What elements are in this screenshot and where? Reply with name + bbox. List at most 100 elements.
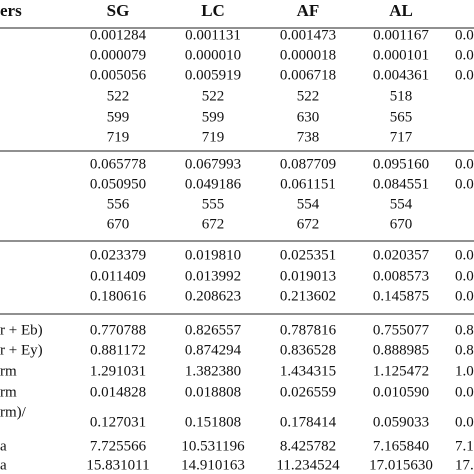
cell: 0.011409 — [90, 268, 146, 284]
cell: 0.084551 — [373, 176, 429, 192]
cell: 0.787816 — [280, 322, 337, 338]
cell: 0.001473 — [280, 27, 336, 43]
cell: 672 — [202, 216, 225, 232]
cell: 0.874294 — [185, 342, 242, 358]
cell: 717 — [390, 129, 413, 145]
cell: 0.026559 — [280, 384, 336, 400]
cell: 0.059033 — [373, 414, 429, 430]
cell: 0.0 — [455, 268, 474, 284]
cell: 0.000010 — [185, 47, 241, 63]
cell: 0.001167 — [373, 27, 429, 43]
cell: 0.145875 — [373, 288, 429, 304]
cell: 0.0 — [455, 156, 474, 172]
cell: 17.0 — [455, 457, 474, 473]
cell: 7.1 — [455, 438, 474, 454]
cell: 0.013992 — [185, 268, 241, 284]
cell: 15.831011 — [86, 457, 149, 473]
cell: 0.067993 — [185, 156, 241, 172]
cell: 0.127031 — [90, 414, 146, 430]
cell: 0.881172 — [90, 342, 146, 358]
header-cell: SG — [107, 1, 130, 20]
cell: 556 — [107, 196, 130, 212]
cell: 0.178414 — [280, 414, 337, 430]
cell: 1.434315 — [280, 363, 336, 379]
cell: 0.208623 — [185, 288, 241, 304]
cell: 0.049186 — [185, 176, 242, 192]
cell: 0.826557 — [185, 322, 242, 338]
cell: 0.000101 — [373, 47, 429, 63]
cell: 10.531196 — [181, 438, 245, 454]
header-cell: ers — [0, 1, 22, 20]
cell: 0.0 — [455, 247, 474, 263]
cell: 0.010590 — [373, 384, 429, 400]
header-cell: LC — [201, 1, 225, 20]
cell: 0.087709 — [280, 156, 336, 172]
cell: 554 — [390, 196, 413, 212]
cell: 0.001284 — [90, 27, 147, 43]
cell: 7.725566 — [90, 438, 147, 454]
cell: 0.000018 — [280, 47, 336, 63]
header-cell: AL — [389, 1, 413, 20]
cell: 0.0 — [455, 176, 474, 192]
cell: 0.213602 — [280, 288, 336, 304]
cell: 0.095160 — [373, 156, 429, 172]
cell: 0.755077 — [373, 322, 430, 338]
cell: 719 — [107, 129, 130, 145]
cell: 0.018808 — [185, 384, 241, 400]
cell: 555 — [202, 196, 225, 212]
cell: 565 — [390, 109, 413, 125]
cell: 0.0 — [455, 384, 474, 400]
cell: 0.023379 — [90, 247, 146, 263]
cell: 1.291031 — [90, 363, 146, 379]
cell: 8.425782 — [280, 438, 336, 454]
cell: 522 — [107, 88, 130, 104]
cell: 17.015630 — [369, 457, 433, 473]
cell: 0.8 — [455, 342, 474, 358]
cell: 672 — [297, 216, 320, 232]
row-label: a — [0, 438, 7, 454]
cell: 14.910163 — [181, 457, 245, 473]
cell: 0.151808 — [185, 414, 241, 430]
cell: 1.0 — [455, 363, 474, 379]
cell: 554 — [297, 196, 320, 212]
cell: 0.005919 — [185, 67, 241, 83]
cell: 0.0 — [455, 414, 474, 430]
cell: 0.00 — [455, 27, 474, 43]
cell: 599 — [202, 109, 225, 125]
cell: 670 — [107, 216, 130, 232]
cell: 0.001131 — [185, 27, 241, 43]
cell: 0.061151 — [280, 176, 336, 192]
cell: 0.020357 — [373, 247, 430, 263]
cell: 0.065778 — [90, 156, 146, 172]
cell: 0.005056 — [90, 67, 147, 83]
cell: 0.008573 — [373, 268, 429, 284]
cell: 630 — [297, 109, 320, 125]
row-label: rm)/ — [0, 404, 27, 420]
cell: 0.888985 — [373, 342, 429, 358]
cell: 0.019810 — [185, 247, 241, 263]
cell: 11.234524 — [276, 457, 340, 473]
cell: 1.125472 — [373, 363, 429, 379]
cell: 0.836528 — [280, 342, 336, 358]
row-label: rm — [0, 384, 17, 400]
cell: 522 — [297, 88, 320, 104]
cell: 0.004361 — [373, 67, 429, 83]
row-label: r + Eb) — [0, 322, 43, 338]
cell: 0.0 — [455, 288, 474, 304]
cell: 0.770788 — [90, 322, 146, 338]
cell: 719 — [202, 129, 225, 145]
cell: 7.165840 — [373, 438, 429, 454]
cell: 1.382380 — [185, 363, 241, 379]
cell: 0.025351 — [280, 247, 336, 263]
cell: 0.019013 — [280, 268, 336, 284]
cell: 522 — [202, 88, 225, 104]
cell: 0.000079 — [90, 47, 146, 63]
header-cell: AF — [297, 1, 320, 20]
row-label: r + Ey) — [0, 342, 43, 358]
cell: 0.050950 — [90, 176, 146, 192]
cell: 0.8 — [455, 322, 474, 338]
row-label: a — [0, 457, 7, 473]
cell: 0.180616 — [90, 288, 147, 304]
